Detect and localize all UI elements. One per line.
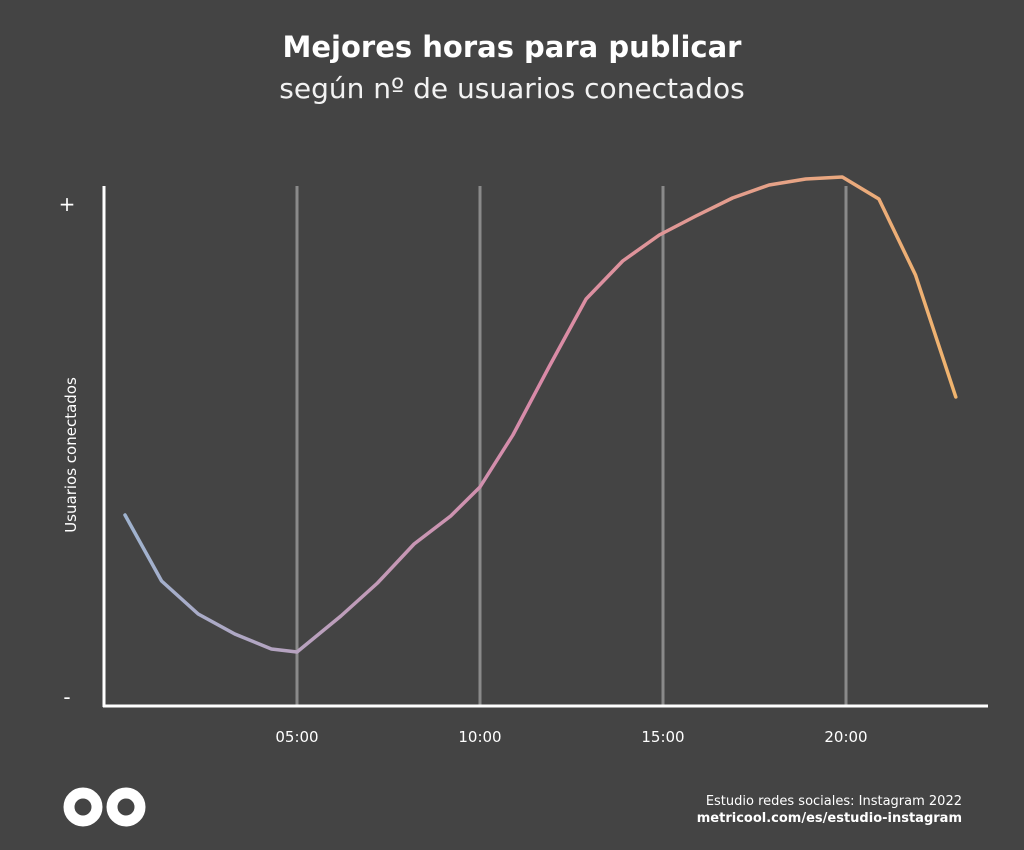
x-tick-label: 15:00	[641, 728, 684, 746]
series	[123, 175, 958, 654]
axis-labels: 05:00 10:00 15:00 20:00 + - Usuarios conectado…	[59, 192, 868, 746]
y-tick-label-bottom: -	[63, 685, 70, 709]
chart-subtitle: según nº de usuarios conectados	[279, 72, 745, 105]
chart-title: Mejores horas para publicar	[282, 30, 742, 64]
x-tick-label: 10:00	[458, 728, 501, 746]
y-axis-label: Usuarios conectados	[62, 377, 80, 533]
y-tick-label-top: +	[59, 192, 76, 216]
x-tick-label: 05:00	[275, 728, 318, 746]
series-line-0	[123, 175, 958, 654]
axes	[102, 186, 988, 708]
gridlines	[295, 186, 848, 706]
metricool-infinity-icon	[62, 786, 148, 832]
footer-url: metricool.com/es/estudio-instagram	[696, 811, 962, 826]
x-tick-label: 20:00	[824, 728, 867, 746]
footer-source: Estudio redes sociales: Instagram 2022	[705, 794, 962, 809]
